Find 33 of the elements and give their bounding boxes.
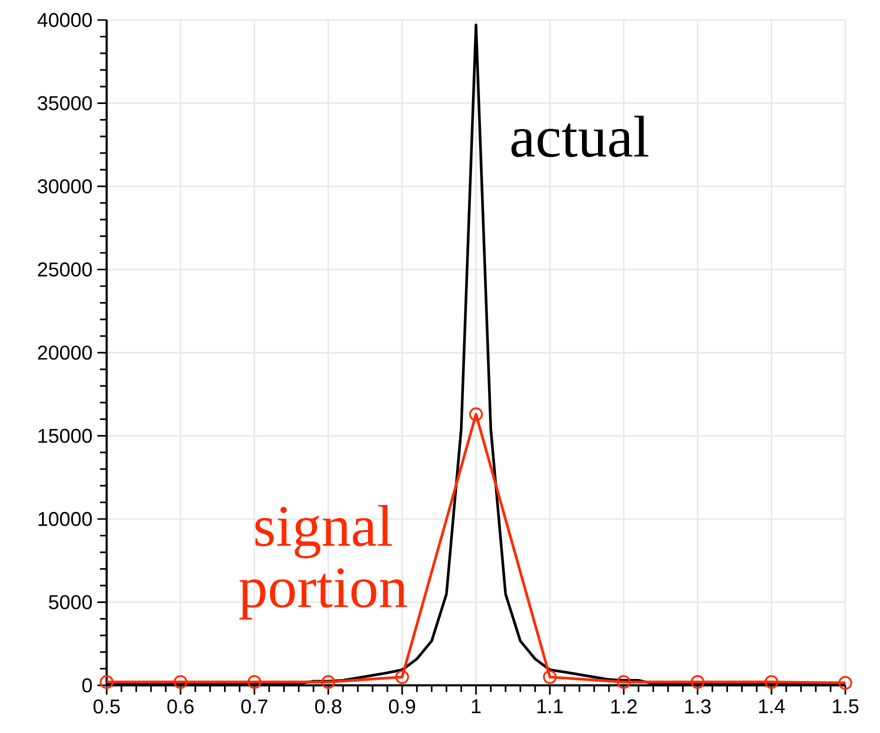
y-tick-label: 5000 — [48, 595, 92, 610]
x-tick-label: 1.3 — [685, 699, 711, 714]
point — [764, 675, 778, 689]
x-tick-label: 0.5 — [94, 699, 120, 714]
point — [395, 670, 410, 684]
y-tick-label: 25000 — [38, 262, 92, 277]
point — [174, 675, 188, 689]
point — [838, 676, 852, 690]
point — [321, 675, 336, 689]
point — [690, 675, 704, 689]
y-tick-label: 15000 — [38, 428, 92, 443]
point — [469, 407, 483, 422]
series-label: actual — [511, 116, 648, 158]
x-tick-label: 1.2 — [611, 699, 637, 714]
y-tick-label: 0 — [82, 678, 92, 692]
point — [616, 675, 631, 689]
series-label: signal portion — [239, 504, 407, 620]
y-tick-label: 30000 — [38, 179, 92, 194]
point — [248, 675, 262, 689]
y-tick-label: 40000 — [37, 12, 92, 28]
x-tick-label: 1 — [472, 699, 481, 714]
x-tick-label: 0.6 — [167, 699, 194, 714]
x-tick-label: 0.8 — [315, 699, 342, 714]
x-tick-label: 1.5 — [832, 699, 858, 714]
x-tick-label: 1.1 — [538, 699, 563, 714]
x-tick-label: 0.7 — [241, 699, 268, 714]
point — [543, 670, 557, 684]
point — [100, 675, 114, 689]
y-tick-label: 10000 — [38, 512, 92, 526]
x-tick-label: 1.4 — [759, 699, 785, 714]
y-tick-label: 35000 — [38, 96, 92, 110]
x-tick-label: 0.9 — [389, 699, 416, 714]
y-tick-label: 20000 — [38, 346, 92, 360]
